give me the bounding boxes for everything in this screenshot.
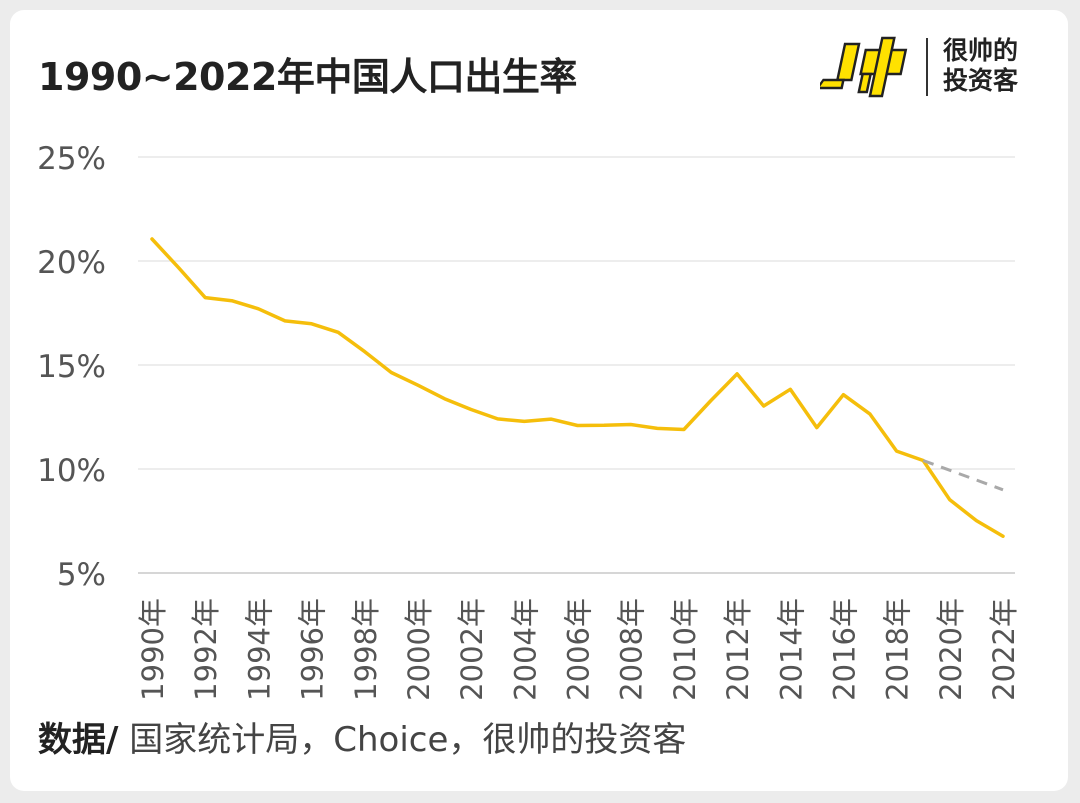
y-tick-label: 15% — [37, 349, 106, 385]
y-tick-label: 5% — [57, 557, 106, 593]
brand-name-line1: 很帅的 — [943, 36, 1019, 65]
series-line — [150, 237, 1005, 538]
data-source-text: 国家统计局，Choice，很帅的投资客 — [118, 720, 687, 760]
chart-card — [10, 10, 1068, 791]
x-tick-label: 2016年 — [827, 598, 861, 701]
brand-name: 很帅的 投资客 — [943, 36, 1018, 96]
y-tick-label: 10% — [37, 453, 106, 489]
y-tick-label: 25% — [37, 141, 106, 177]
x-tick-label: 2006年 — [562, 598, 596, 701]
x-tick-label: 2004年 — [508, 598, 542, 701]
x-tick-label: 2022年 — [987, 598, 1021, 701]
x-tick-label: 1996年 — [296, 598, 330, 701]
x-tick-label: 2010年 — [668, 598, 702, 701]
data-source: 数据/ 国家统计局，Choice，很帅的投资客 — [38, 712, 686, 761]
x-tick-label: 2018年 — [881, 598, 915, 701]
logo-divider — [926, 38, 928, 96]
y-tick-label: 20% — [37, 245, 106, 281]
x-tick-label: 2014年 — [774, 598, 808, 701]
x-tick-label: 2020年 — [934, 598, 968, 701]
trend-line-dashed — [922, 459, 1004, 492]
x-tick-label: 1990年 — [136, 598, 170, 701]
x-tick-label: 2008年 — [615, 598, 649, 701]
x-tick-label: 1994年 — [242, 598, 276, 701]
chart-title: 1990~2022年中国人口出生率 — [38, 55, 577, 99]
x-tick-label: 1992年 — [189, 598, 223, 701]
brand-logo-icon — [815, 30, 920, 110]
x-tick-label: 2012年 — [721, 598, 755, 701]
brand-name-line2: 投资客 — [943, 66, 1019, 95]
x-tick-label: 2000年 — [402, 598, 436, 701]
data-source-label: 数据/ — [38, 720, 119, 760]
x-tick-label: 2002年 — [455, 598, 489, 701]
x-tick-label: 1998年 — [349, 598, 383, 701]
